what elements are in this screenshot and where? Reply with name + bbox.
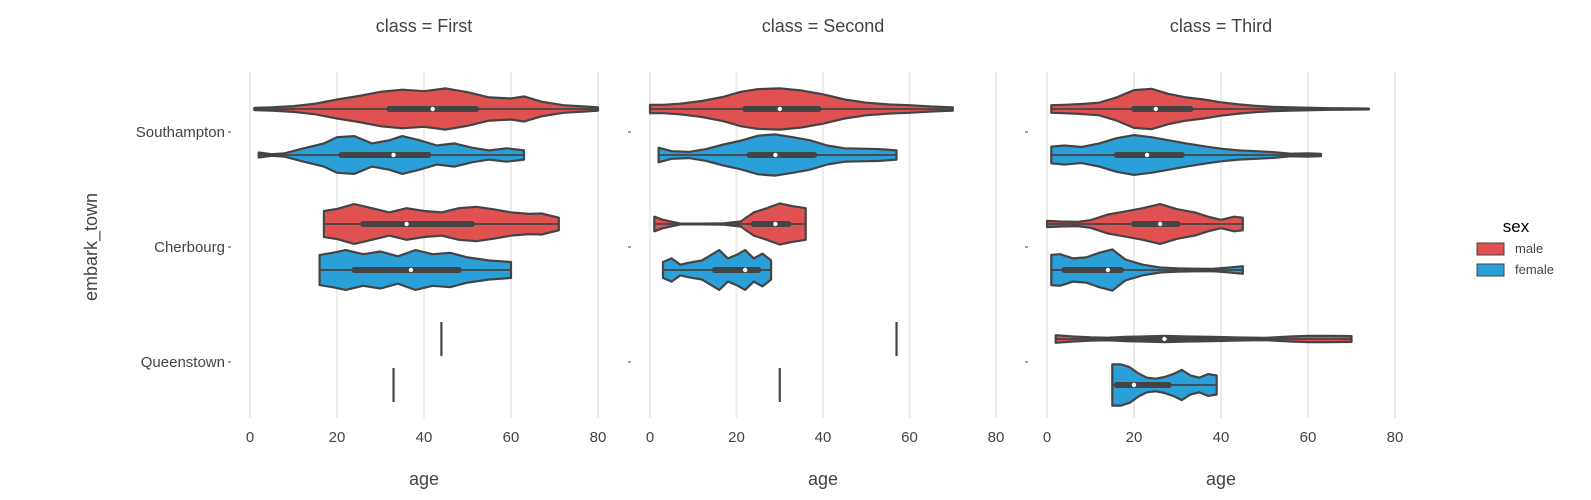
- violin-median: [1105, 267, 1111, 273]
- facet-title: class = Third: [1170, 16, 1272, 36]
- facet-panel: class = First 0 20 40 60 80 age: [228, 16, 606, 489]
- x-tick-label: 0: [246, 429, 254, 446]
- x-tick-label: 80: [590, 429, 607, 446]
- violin-median: [773, 152, 778, 158]
- x-tick-label: 0: [1043, 429, 1051, 446]
- y-axis-label: embark_town: [81, 193, 102, 301]
- x-tick-label: 60: [1300, 429, 1317, 446]
- x-tick-label: 60: [901, 429, 918, 446]
- legend-label: female: [1515, 262, 1554, 277]
- x-tick-label: 20: [728, 429, 745, 446]
- x-tick-label: 20: [1126, 429, 1143, 446]
- x-tick-label: 20: [329, 429, 346, 446]
- facet-title: class = First: [376, 16, 473, 36]
- x-axis-label: age: [409, 469, 439, 489]
- legend: sex male female: [1476, 217, 1554, 277]
- x-axis-label: age: [808, 469, 838, 489]
- facet-panel: class = Second 0 20 40 60 80 age: [628, 16, 1004, 489]
- x-tick-label: 40: [815, 429, 832, 446]
- facet-title: class = Second: [762, 16, 885, 36]
- x-tick-label: 40: [1213, 429, 1230, 446]
- x-tick-label: 60: [503, 429, 520, 446]
- violin-median: [430, 106, 435, 112]
- y-tick-label: Southampton: [136, 124, 225, 141]
- x-tick-label: 40: [416, 429, 433, 446]
- legend-swatch-male: [1476, 242, 1505, 256]
- violin-median: [1157, 221, 1163, 227]
- violin-median: [1162, 336, 1167, 342]
- violin-median: [1144, 152, 1150, 158]
- legend-swatch-female: [1476, 263, 1505, 277]
- violin-median: [773, 221, 778, 227]
- violin-median: [408, 267, 414, 273]
- violin-median: [1131, 382, 1137, 388]
- x-tick-label: 80: [1387, 429, 1404, 446]
- violin-median: [742, 267, 748, 273]
- x-tick-label: 80: [988, 429, 1005, 446]
- x-tick-label: 0: [646, 429, 654, 446]
- facet-panel: class = Third 0 20 40 60 80 age: [1025, 16, 1403, 489]
- x-axis-label: age: [1206, 469, 1236, 489]
- legend-label: male: [1515, 241, 1543, 256]
- violin-median: [1153, 106, 1158, 112]
- legend-title: sex: [1503, 217, 1530, 236]
- y-tick-label: Queenstown: [141, 354, 225, 371]
- violin-median: [391, 152, 396, 158]
- violin-median: [404, 221, 409, 227]
- y-tick-label: Cherbourg: [154, 239, 225, 256]
- violin-median: [777, 106, 782, 112]
